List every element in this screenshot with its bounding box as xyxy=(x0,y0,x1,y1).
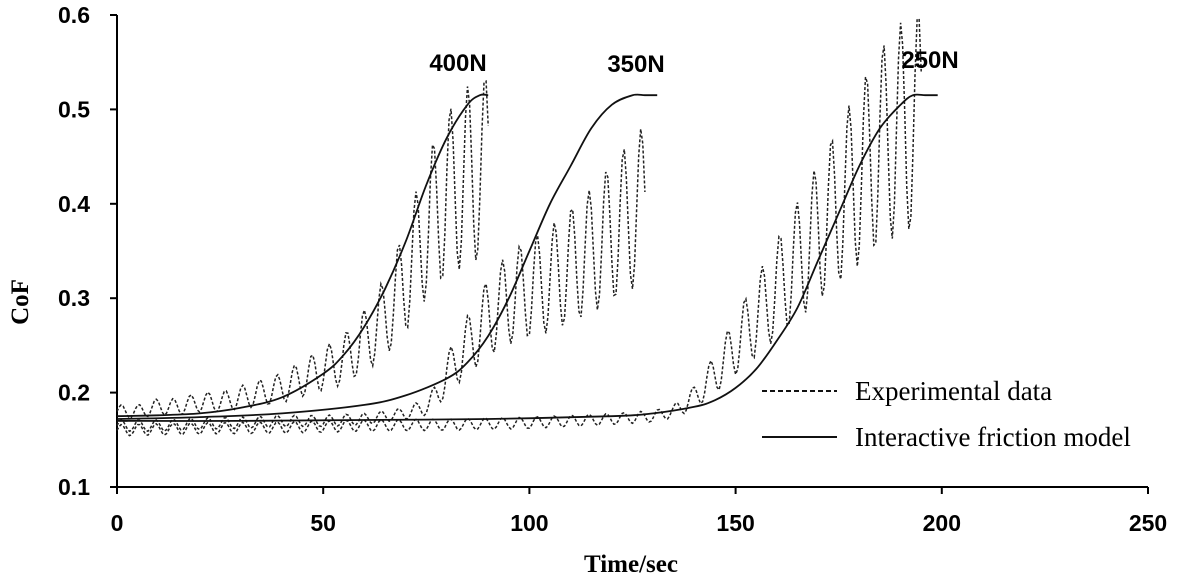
y-tick-label: 0.5 xyxy=(58,96,90,122)
model-line-400n xyxy=(116,93,489,418)
experimental-line-250n xyxy=(116,17,922,437)
x-tick-label: 250 xyxy=(1129,510,1167,536)
legend-label-dashed: Experimental data xyxy=(855,376,1052,406)
y-axis-title: CoF xyxy=(7,279,34,325)
curve-label-250n: 250N xyxy=(901,47,958,74)
experimental-line-400n xyxy=(116,79,489,419)
x-tick-label: 0 xyxy=(111,510,124,536)
model-line-350n xyxy=(116,93,658,420)
axes: 0 50 100 150 200 250 0.1 0.2 0.3 0.4 0.5 0.6 xyxy=(58,2,1167,536)
legend: Experimental data Interactive friction mo… xyxy=(762,376,1131,452)
y-tick-label: 0.1 xyxy=(58,474,90,500)
y-tick-label: 0.4 xyxy=(58,191,90,217)
model-line-250n xyxy=(116,93,938,422)
y-tick-label: 0.3 xyxy=(58,285,90,311)
x-tick-label: 150 xyxy=(716,510,754,536)
x-tick-label: 50 xyxy=(310,510,336,536)
y-tick-label: 0.6 xyxy=(58,2,90,28)
annotation-layer: 400N 350N 250N xyxy=(429,47,958,78)
legend-label-solid: Interactive friction model xyxy=(855,422,1131,452)
curve-label-350n: 350N xyxy=(607,51,664,78)
y-tick-label: 0.2 xyxy=(58,380,90,406)
x-tick-label: 200 xyxy=(923,510,961,536)
curve-label-400n: 400N xyxy=(429,50,486,77)
x-axis-title: Time/sec xyxy=(584,551,678,577)
series-layer xyxy=(116,17,938,437)
x-tick-label: 100 xyxy=(510,510,548,536)
